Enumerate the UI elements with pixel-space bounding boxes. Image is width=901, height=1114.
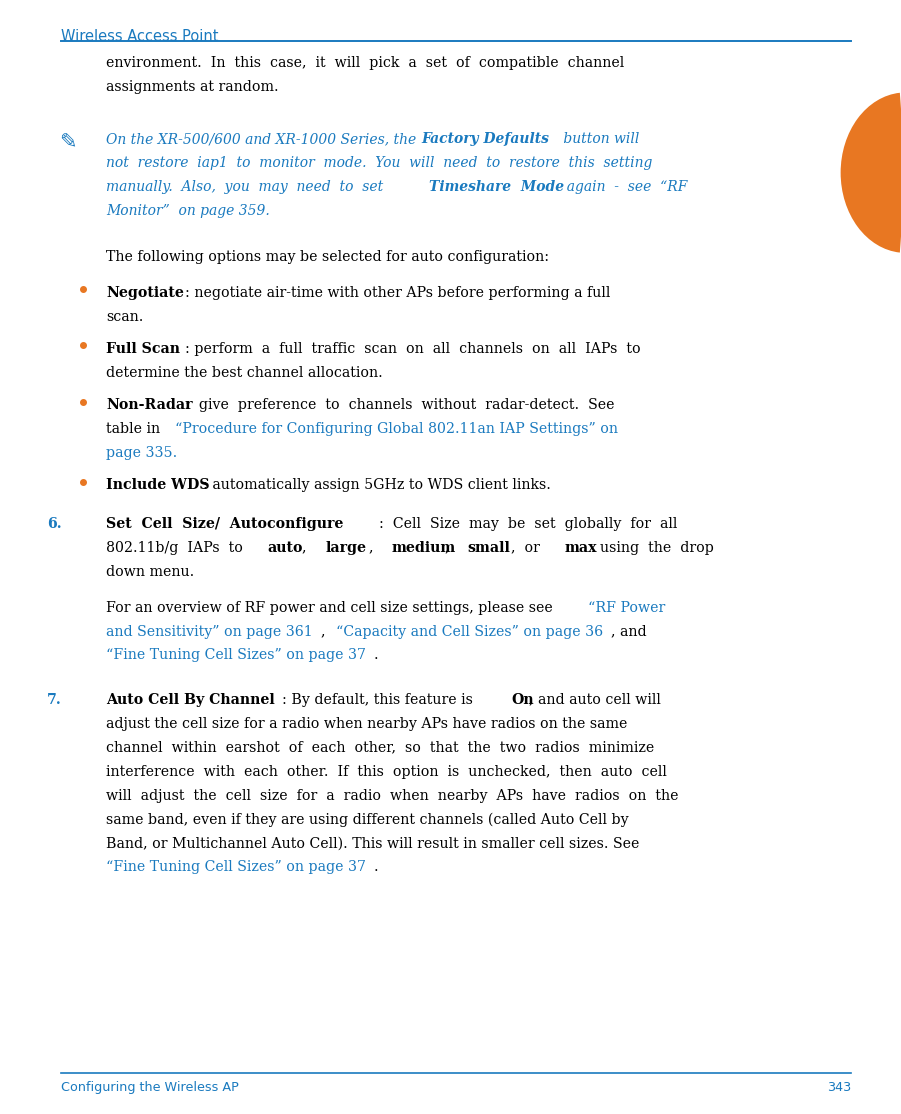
Text: scan.: scan. [106, 310, 143, 323]
Text: adjust the cell size for a radio when nearby APs have radios on the same: adjust the cell size for a radio when ne… [106, 716, 628, 731]
Text: environment.  In  this  case,  it  will  pick  a  set  of  compatible  channel: environment. In this case, it will pick … [106, 56, 624, 70]
Text: Auto Cell By Channel: Auto Cell By Channel [106, 693, 275, 706]
Text: 802.11b/g  IAPs  to: 802.11b/g IAPs to [106, 540, 252, 555]
Text: “Fine Tuning Cell Sizes” on page 37: “Fine Tuning Cell Sizes” on page 37 [106, 648, 367, 663]
Text: small: small [468, 540, 511, 555]
Text: 7.: 7. [47, 693, 61, 706]
Text: not  restore  iap1  to  monitor  mode.  You  will  need  to  restore  this  sett: not restore iap1 to monitor mode. You wi… [106, 156, 652, 170]
Text: Monitor”  on page 359.: Monitor” on page 359. [106, 204, 270, 218]
Text: ,: , [321, 625, 330, 638]
Text: Band, or Multichannel Auto Cell). This will result in smaller cell sizes. See: Band, or Multichannel Auto Cell). This w… [106, 837, 640, 850]
Text: table in: table in [106, 422, 165, 437]
Text: Negotiate: Negotiate [106, 285, 184, 300]
Text: The following options may be selected for auto configuration:: The following options may be selected fo… [106, 250, 550, 264]
Text: interference  with  each  other.  If  this  option  is  unchecked,  then  auto  : interference with each other. If this op… [106, 764, 668, 779]
Text: Include WDS: Include WDS [106, 478, 210, 492]
Text: channel  within  earshot  of  each  other,  so  that  the  two  radios  minimize: channel within earshot of each other, so… [106, 741, 654, 754]
Wedge shape [841, 92, 901, 253]
Text: Full Scan: Full Scan [106, 342, 180, 355]
Text: “Fine Tuning Cell Sizes” on page 37: “Fine Tuning Cell Sizes” on page 37 [106, 860, 367, 874]
Text: ,: , [369, 540, 382, 555]
Text: “Capacity and Cell Sizes” on page 36: “Capacity and Cell Sizes” on page 36 [336, 625, 603, 638]
Text: ,: , [302, 540, 315, 555]
Text: : perform  a  full  traffic  scan  on  all  channels  on  all  IAPs  to: : perform a full traffic scan on all cha… [186, 342, 641, 355]
Text: .: . [374, 648, 378, 663]
Text: Wireless Access Point: Wireless Access Point [61, 29, 219, 43]
Text: page 335.: page 335. [106, 446, 177, 460]
Text: large: large [325, 540, 366, 555]
Text: On: On [512, 693, 534, 706]
Text: ✎: ✎ [59, 133, 77, 153]
Text: same band, even if they are using different channels (called Auto Cell by: same band, even if they are using differ… [106, 812, 629, 827]
Text: assignments at random.: assignments at random. [106, 80, 279, 94]
Text: 6.: 6. [47, 517, 61, 530]
Text: 343: 343 [827, 1081, 851, 1094]
Text: : automatically assign 5GHz to WDS client links.: : automatically assign 5GHz to WDS clien… [203, 478, 551, 492]
Text: auto: auto [267, 540, 303, 555]
Text: .: . [374, 860, 378, 874]
Text: Timeshare  Mode: Timeshare Mode [429, 180, 564, 194]
Text: : negotiate air-time with other APs before performing a full: : negotiate air-time with other APs befo… [186, 285, 611, 300]
Text: Non-Radar: Non-Radar [106, 398, 193, 412]
Text: again  -  see  “RF: again - see “RF [558, 180, 687, 194]
Text: :  Cell  Size  may  be  set  globally  for  all: : Cell Size may be set globally for all [378, 517, 677, 530]
Text: Configuring the Wireless AP: Configuring the Wireless AP [61, 1081, 239, 1094]
Text: “RF Power: “RF Power [588, 600, 666, 615]
Text: Factory Defaults: Factory Defaults [422, 133, 550, 146]
Text: max: max [565, 540, 597, 555]
Text: ,: , [444, 540, 458, 555]
Text: :  give  preference  to  channels  without  radar-detect.  See: : give preference to channels without ra… [186, 398, 614, 412]
Text: On the XR-500/600 and XR-1000 Series, the: On the XR-500/600 and XR-1000 Series, th… [106, 133, 421, 146]
Text: button will: button will [560, 133, 640, 146]
Text: “Procedure for Configuring Global 802.11an IAP Settings” on: “Procedure for Configuring Global 802.11… [175, 422, 618, 437]
Text: , and: , and [611, 625, 647, 638]
Text: medium: medium [392, 540, 456, 555]
Text: : By default, this feature is: : By default, this feature is [282, 693, 478, 706]
Text: ,  or: , or [512, 540, 550, 555]
Text: will  adjust  the  cell  size  for  a  radio  when  nearby  APs  have  radios  o: will adjust the cell size for a radio wh… [106, 789, 678, 802]
Text: , and auto cell will: , and auto cell will [529, 693, 661, 706]
Text: and Sensitivity” on page 361: and Sensitivity” on page 361 [106, 625, 313, 638]
Text: using  the  drop: using the drop [591, 540, 714, 555]
Text: Set  Cell  Size/  Autoconfigure: Set Cell Size/ Autoconfigure [106, 517, 343, 530]
Text: determine the best channel allocation.: determine the best channel allocation. [106, 365, 383, 380]
Text: For an overview of RF power and cell size settings, please see: For an overview of RF power and cell siz… [106, 600, 558, 615]
Text: down menu.: down menu. [106, 565, 195, 578]
Text: manually.  Also,  you  may  need  to  set: manually. Also, you may need to set [106, 180, 392, 194]
